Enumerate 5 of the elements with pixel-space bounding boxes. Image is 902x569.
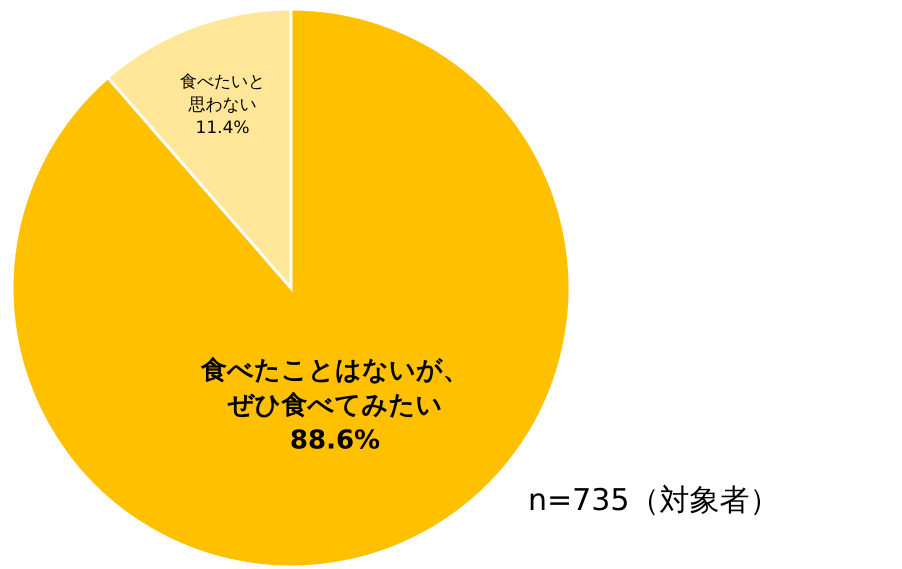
data-label: 11.4% bbox=[196, 118, 250, 138]
slice-label: 食べたことはないが、ぜひ食べてみたい bbox=[200, 355, 470, 421]
slice-label: 食べたいと思わない bbox=[180, 72, 266, 116]
data-label: 88.6% bbox=[290, 426, 380, 456]
text: n=735（対象者） bbox=[528, 483, 780, 518]
